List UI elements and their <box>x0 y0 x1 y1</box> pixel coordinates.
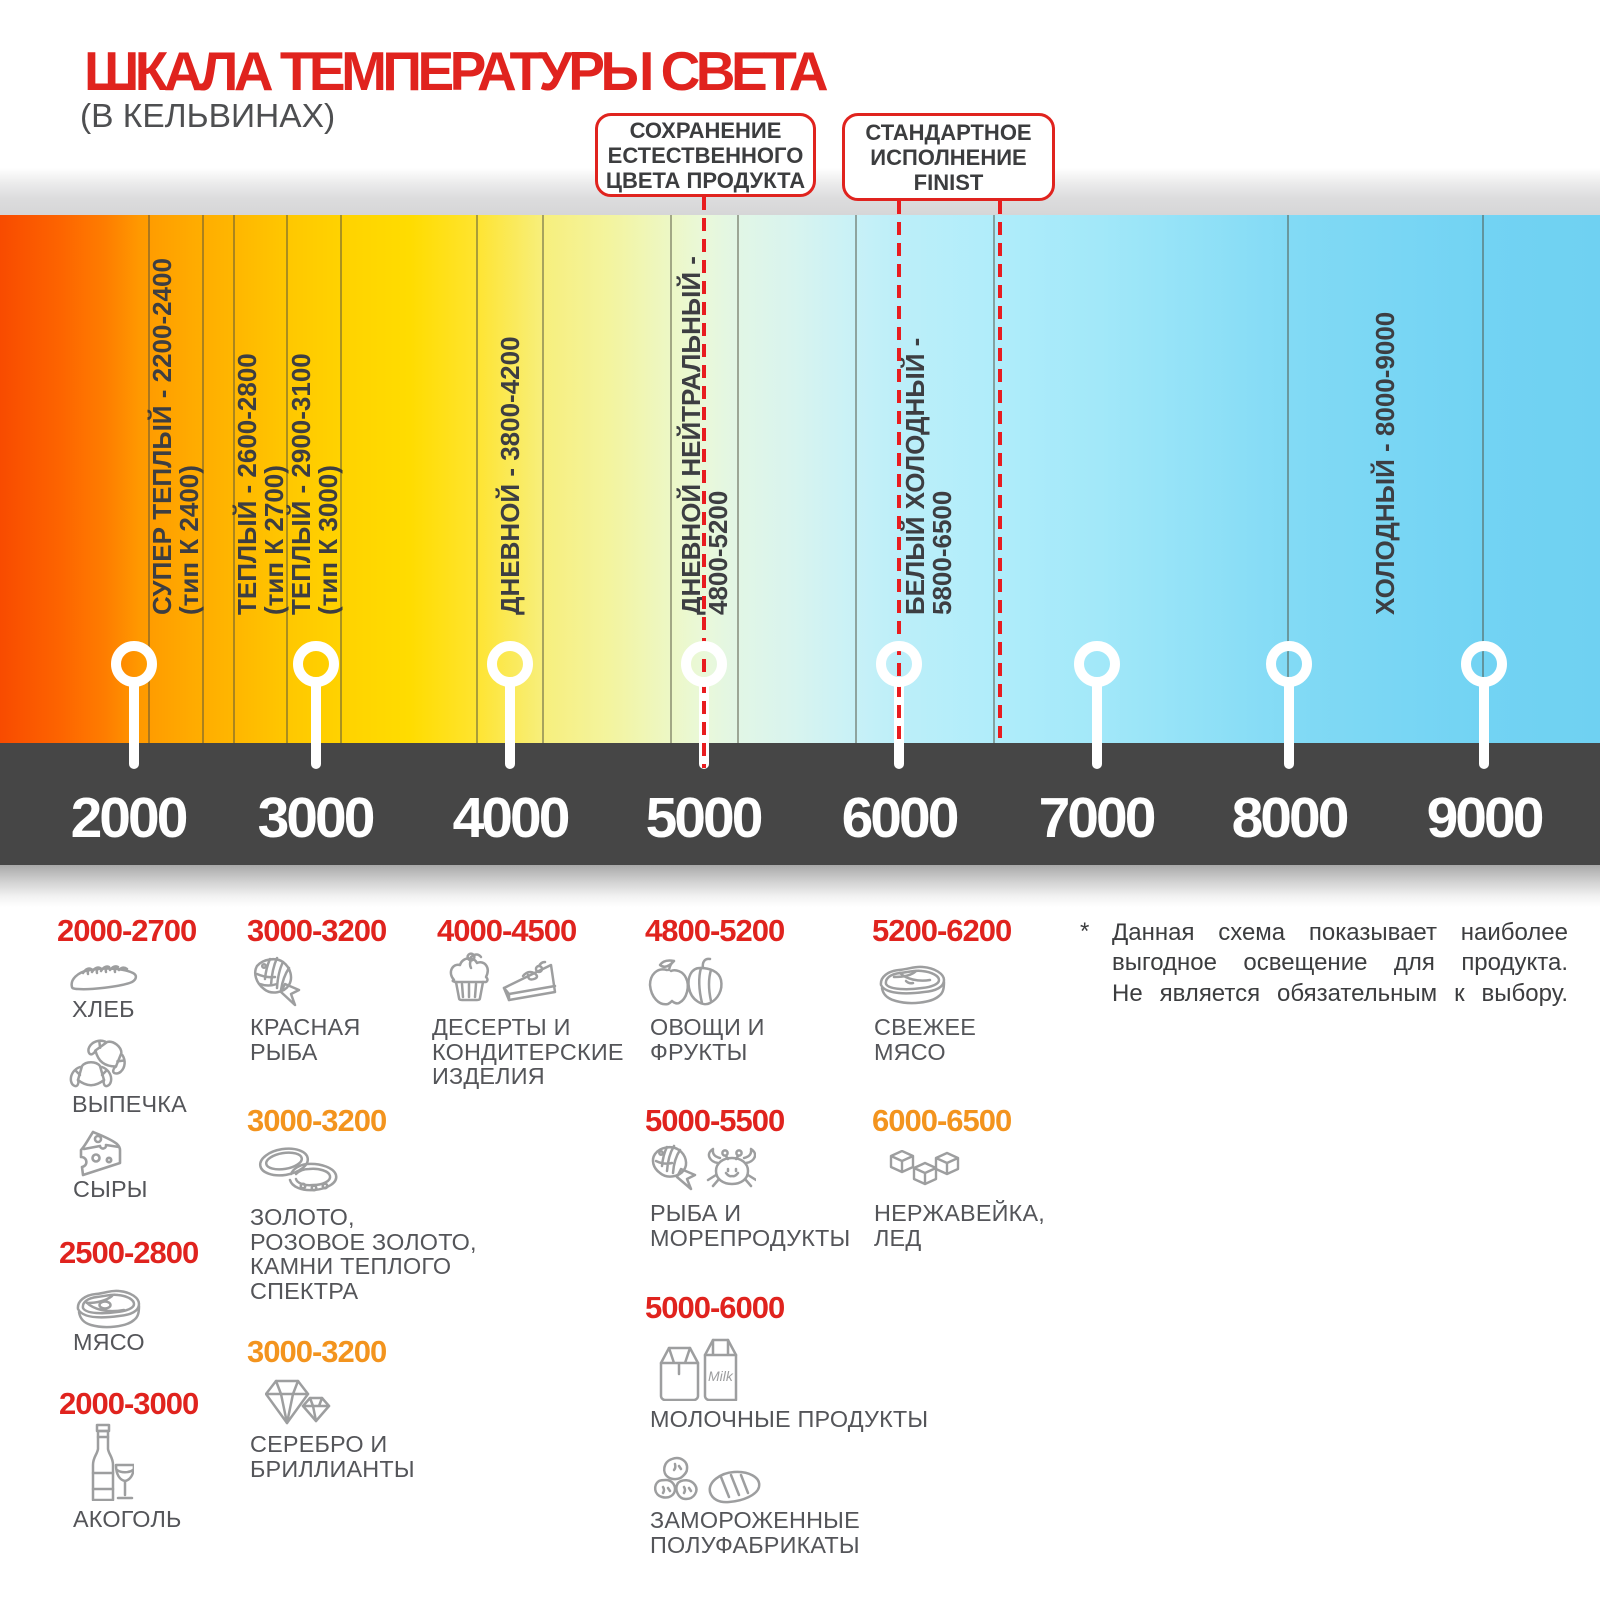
svg-text:Milk: Milk <box>708 1368 734 1384</box>
